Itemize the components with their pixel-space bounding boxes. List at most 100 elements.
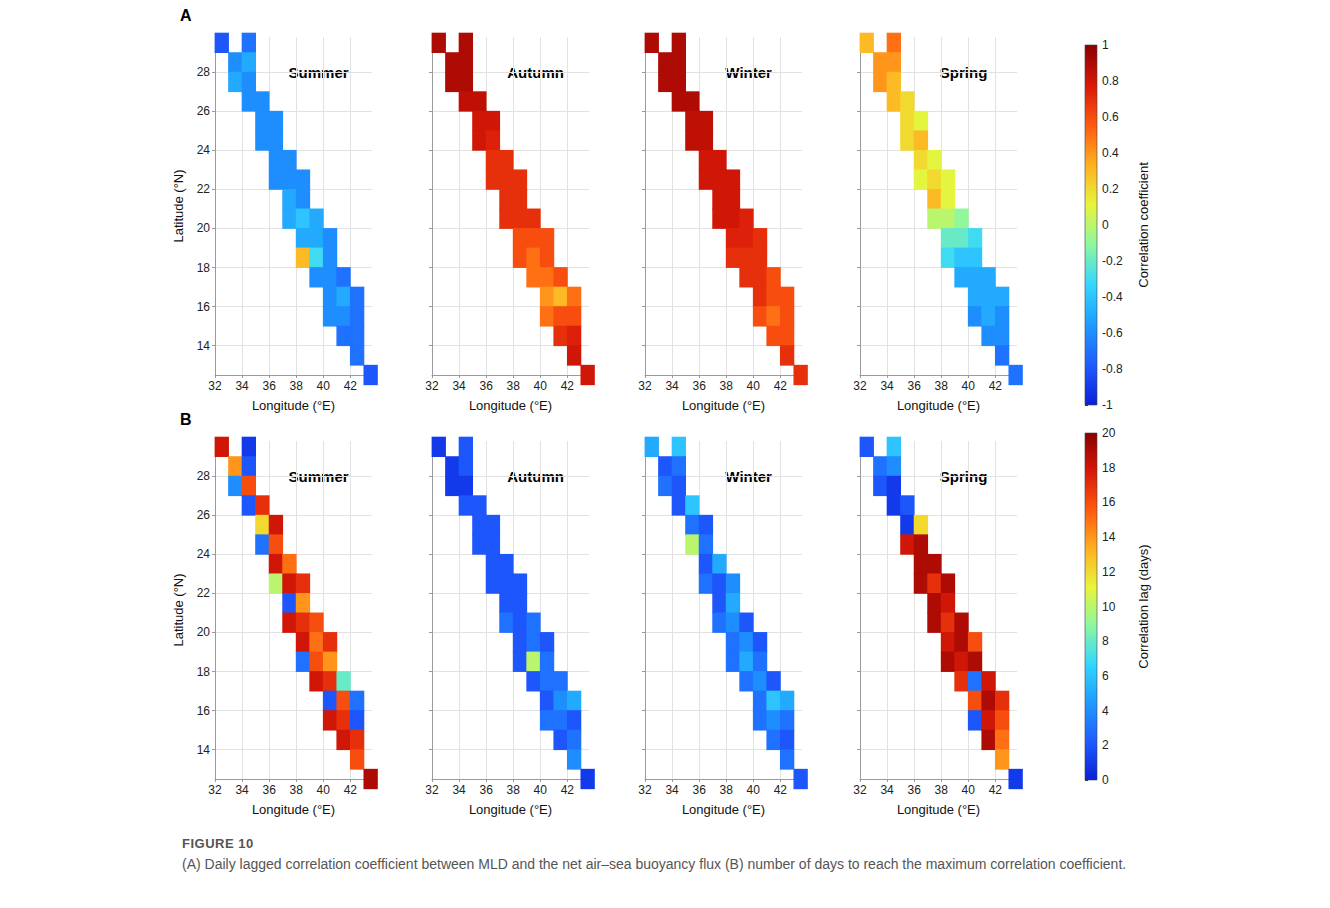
svg-text:Longitude (°E): Longitude (°E) (469, 802, 552, 817)
svg-text:36: 36 (907, 783, 921, 797)
svg-text:-0.6: -0.6 (1102, 326, 1123, 340)
svg-text:2: 2 (1102, 738, 1109, 752)
svg-text:40: 40 (747, 783, 761, 797)
svg-text:A: A (180, 7, 192, 24)
svg-text:14: 14 (1102, 530, 1116, 544)
svg-text:40: 40 (962, 379, 976, 393)
svg-text:42: 42 (344, 379, 358, 393)
svg-text:0: 0 (1102, 218, 1109, 232)
svg-text:32: 32 (208, 783, 222, 797)
svg-text:36: 36 (479, 783, 493, 797)
svg-text:34: 34 (452, 379, 466, 393)
svg-text:38: 38 (507, 379, 521, 393)
svg-text:34: 34 (665, 379, 679, 393)
svg-text:40: 40 (317, 379, 331, 393)
svg-text:14: 14 (197, 339, 211, 353)
svg-text:26: 26 (197, 508, 211, 522)
svg-text:16: 16 (197, 300, 211, 314)
svg-text:-0.2: -0.2 (1102, 254, 1123, 268)
svg-text:42: 42 (989, 783, 1003, 797)
svg-text:32: 32 (208, 379, 222, 393)
svg-text:40: 40 (317, 783, 331, 797)
svg-text:32: 32 (425, 783, 439, 797)
svg-text:34: 34 (880, 379, 894, 393)
svg-text:38: 38 (290, 379, 304, 393)
svg-text:0.4: 0.4 (1102, 146, 1119, 160)
svg-text:Longitude (°E): Longitude (°E) (252, 802, 335, 817)
svg-text:16: 16 (1102, 495, 1116, 509)
svg-text:16: 16 (197, 704, 211, 718)
svg-text:Correlation lag (days): Correlation lag (days) (1136, 544, 1151, 668)
svg-text:34: 34 (452, 783, 466, 797)
svg-text:1: 1 (1102, 38, 1109, 52)
svg-text:38: 38 (290, 783, 304, 797)
svg-text:40: 40 (962, 783, 976, 797)
svg-text:20: 20 (1102, 426, 1116, 440)
svg-text:18: 18 (197, 261, 211, 275)
svg-text:32: 32 (638, 783, 652, 797)
svg-text:42: 42 (774, 379, 788, 393)
svg-text:Correlation coefficient: Correlation coefficient (1136, 162, 1151, 288)
svg-text:22: 22 (197, 586, 211, 600)
svg-text:36: 36 (692, 379, 706, 393)
svg-text:34: 34 (235, 379, 249, 393)
svg-text:38: 38 (720, 783, 734, 797)
svg-text:36: 36 (262, 783, 276, 797)
svg-text:42: 42 (774, 783, 788, 797)
svg-text:14: 14 (197, 743, 211, 757)
svg-text:0.6: 0.6 (1102, 110, 1119, 124)
svg-text:34: 34 (665, 783, 679, 797)
svg-text:28: 28 (197, 65, 211, 79)
svg-text:Longitude (°E): Longitude (°E) (897, 398, 980, 413)
svg-text:34: 34 (880, 783, 894, 797)
svg-text:32: 32 (853, 379, 867, 393)
svg-text:32: 32 (425, 379, 439, 393)
svg-text:38: 38 (935, 783, 949, 797)
svg-text:28: 28 (197, 469, 211, 483)
svg-text:4: 4 (1102, 704, 1109, 718)
svg-text:18: 18 (1102, 461, 1116, 475)
svg-text:10: 10 (1102, 600, 1116, 614)
svg-text:-0.8: -0.8 (1102, 362, 1123, 376)
svg-text:Latitude (°N): Latitude (°N) (171, 169, 186, 242)
svg-text:22: 22 (197, 182, 211, 196)
svg-text:0.2: 0.2 (1102, 182, 1119, 196)
svg-text:42: 42 (561, 379, 575, 393)
svg-text:32: 32 (638, 379, 652, 393)
svg-text:38: 38 (720, 379, 734, 393)
svg-text:40: 40 (534, 379, 548, 393)
svg-text:40: 40 (747, 379, 761, 393)
svg-text:42: 42 (561, 783, 575, 797)
svg-text:36: 36 (692, 783, 706, 797)
svg-text:36: 36 (479, 379, 493, 393)
svg-text:24: 24 (197, 547, 211, 561)
svg-text:Latitude (°N): Latitude (°N) (171, 573, 186, 646)
svg-text:0.8: 0.8 (1102, 74, 1119, 88)
svg-text:32: 32 (853, 783, 867, 797)
svg-text:26: 26 (197, 104, 211, 118)
svg-text:38: 38 (935, 379, 949, 393)
svg-text:20: 20 (197, 221, 211, 235)
svg-text:Longitude (°E): Longitude (°E) (252, 398, 335, 413)
svg-text:8: 8 (1102, 634, 1109, 648)
svg-text:B: B (180, 411, 192, 428)
svg-text:Longitude (°E): Longitude (°E) (469, 398, 552, 413)
svg-text:Longitude (°E): Longitude (°E) (682, 398, 765, 413)
svg-text:34: 34 (235, 783, 249, 797)
svg-text:42: 42 (344, 783, 358, 797)
svg-text:18: 18 (197, 665, 211, 679)
svg-text:Longitude (°E): Longitude (°E) (897, 802, 980, 817)
svg-text:12: 12 (1102, 565, 1116, 579)
svg-text:-0.4: -0.4 (1102, 290, 1123, 304)
svg-text:40: 40 (534, 783, 548, 797)
svg-text:0: 0 (1102, 773, 1109, 787)
svg-text:20: 20 (197, 625, 211, 639)
svg-text:6: 6 (1102, 669, 1109, 683)
svg-text:-1: -1 (1102, 398, 1113, 412)
svg-text:36: 36 (262, 379, 276, 393)
svg-text:36: 36 (907, 379, 921, 393)
svg-text:24: 24 (197, 143, 211, 157)
svg-text:42: 42 (989, 379, 1003, 393)
svg-text:38: 38 (507, 783, 521, 797)
svg-text:Longitude (°E): Longitude (°E) (682, 802, 765, 817)
